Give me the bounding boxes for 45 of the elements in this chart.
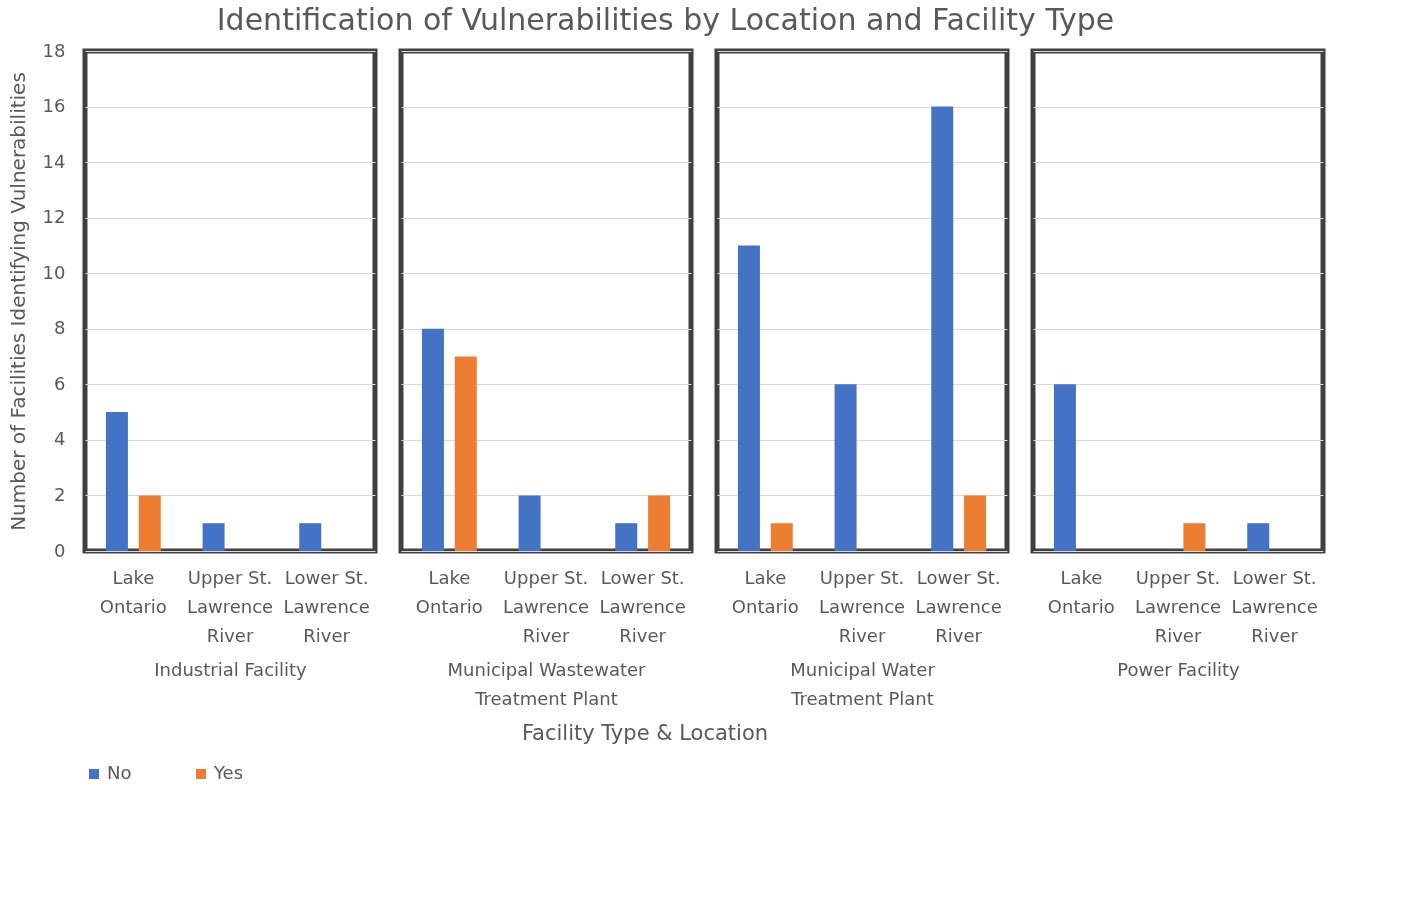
y-tick-label: 18	[42, 39, 66, 61]
x-tick-label: Lower St. Lawrence River	[599, 566, 686, 646]
bar	[421, 328, 444, 551]
y-tick-label: 12	[42, 206, 66, 228]
y-tick-label: 10	[42, 261, 66, 283]
bar	[648, 495, 671, 551]
bar	[931, 106, 954, 551]
x-tick-label: Lake Ontario	[415, 566, 483, 617]
bar	[834, 384, 857, 551]
bar	[770, 523, 793, 551]
text: Facility Type & Location	[521, 721, 769, 745]
y-tick-label: 2	[54, 483, 66, 505]
bar	[138, 495, 161, 551]
x-axis-title: Power Facility	[1117, 658, 1241, 680]
x-tick-label: Lower St. Lawrence River	[1231, 566, 1318, 646]
x-tick-label: Lake Ontario	[99, 566, 167, 617]
y-tick-label: 6	[54, 372, 66, 394]
x-tick-label: Upper St. Lawrence River	[186, 566, 274, 646]
legend-label: Yes	[213, 762, 244, 783]
legend-label: No	[107, 762, 132, 783]
bar	[518, 495, 541, 551]
text: Identification of Vulnerabilities by Location and Facility Type	[216, 1, 1115, 37]
x-tick-label: Upper St. Lawrence River	[502, 566, 590, 646]
x-tick-label: Upper St. Lawrence River	[1134, 566, 1222, 646]
y-tick-label: 8	[54, 317, 66, 339]
x-tick-label: Lower St. Lawrence River	[915, 566, 1002, 646]
x-tick-label: Upper St. Lawrence River	[818, 566, 906, 646]
y-tick-label: 0	[54, 539, 66, 561]
bar	[964, 495, 987, 551]
x-tick-label: Lake Ontario	[1047, 566, 1115, 617]
bar	[202, 523, 225, 551]
y-tick-label: 14	[42, 150, 66, 172]
y-tick-label: 16	[42, 95, 66, 117]
bar	[454, 356, 477, 551]
y-axis-title: Number of Facilities Identifying Vulnerabilities	[5, 72, 30, 531]
x-axis-title: Municipal Wastewater Treatment Plant	[447, 658, 647, 709]
x-axis-title: Municipal Water Treatment Plant	[790, 658, 936, 709]
x-tick-label: Lower St. Lawrence River	[283, 566, 370, 646]
bar	[615, 523, 638, 551]
bar	[105, 412, 128, 551]
bar	[299, 523, 322, 551]
y-tick-label: 4	[54, 428, 66, 450]
x-tick-label: Lake Ontario	[731, 566, 799, 617]
x-axis-title: Industrial Facility	[154, 658, 308, 680]
bar	[737, 245, 760, 551]
